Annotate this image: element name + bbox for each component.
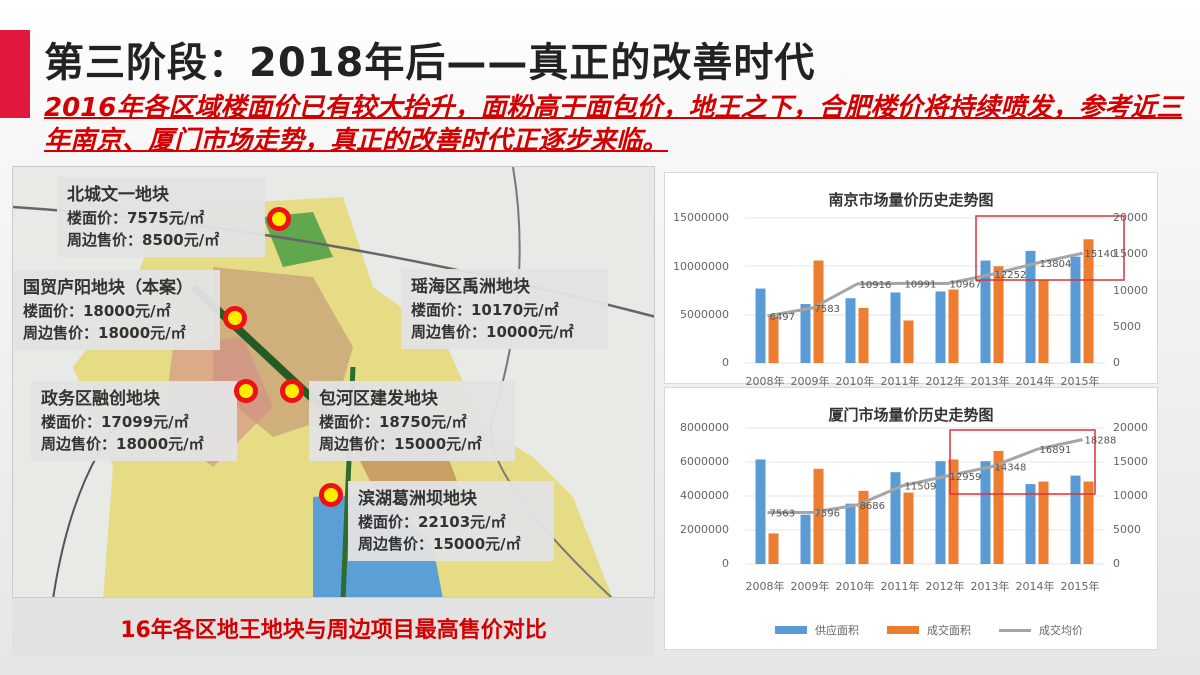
svg-text:6497: 6497 [770,312,795,323]
slide-subtitle: 2016年各区域楼面价已有较大抬升，面粉高于面包价，地王之下，合肥楼价将持续喷发… [44,93,1183,156]
svg-text:11509: 11509 [905,482,937,493]
bar-deal [948,289,959,363]
legend-swatch-avg-price [999,628,1031,632]
bar-deal [1038,279,1049,363]
bar-deal [768,533,779,564]
svg-text:16891: 16891 [1040,445,1072,456]
x-tick-label: 2008年 [745,375,785,388]
map-pin-guomao[interactable] [223,306,247,330]
bar-supply [755,288,766,363]
bar-deal [1038,481,1049,564]
bar-supply [845,503,856,564]
bar-supply [800,514,811,564]
legend-swatch-supply [775,626,807,634]
title-accent-bar [0,30,30,118]
legend-label-deal: 成交面积 [927,624,971,637]
x-tick-label: 2015年 [1060,580,1100,593]
plot-callout-beicheng: 北城文一地块 楼面价：7575元/㎡ 周边售价：8500元/㎡ [57,177,265,257]
bar-supply [935,291,946,363]
bar-supply [980,461,991,564]
map-caption-box: 16年各区地王地块与周边项目最高售价对比 [12,598,655,656]
x-tick-label: 2009年 [790,375,830,388]
svg-text:10916: 10916 [860,280,892,291]
nanjing-chart: 南京市场量价历史走势图 6497 7583 10916 10991 10967 12252… [664,172,1158,388]
legend-label-supply: 供应面积 [815,624,859,637]
x-tick-label: 2009年 [790,580,830,593]
bar-deal [858,307,869,363]
svg-text:10991: 10991 [905,279,937,290]
svg-text:7563: 7563 [770,509,795,520]
map-caption: 16年各区地王地块与周边项目最高售价对比 [120,618,547,643]
bar-supply [935,461,946,564]
x-tick-label: 2011年 [880,580,920,593]
plot-callout-guomao: 国贸庐阳地块（本案） 楼面价：18000元/㎡ 周边售价：18000元/㎡ [13,270,220,350]
plot-callout-baohe: 包河区建发地块 楼面价：18750元/㎡ 周边售价：15000元/㎡ [309,381,515,461]
plot-callout-binhu: 滨湖葛洲坝地块 楼面价：22103元/㎡ 周边售价：15000元/㎡ [348,481,554,561]
xiamen-chart: 厦门市场量价历史走势图 7563 7596 8686 11509 12959 14348 1… [664,387,1158,650]
bar-deal [948,459,959,564]
bar-deal [993,450,1004,564]
x-tick-label: 2010年 [835,580,875,593]
slide-title: 第三阶段：2018年后——真正的改善时代 [44,40,816,86]
xiamen-chart-title: 厦门市场量价历史走势图 [828,406,994,424]
legend-swatch-deal [887,626,919,634]
bar-deal [813,468,824,564]
bar-supply [1025,250,1036,363]
bar-deal [1083,481,1094,564]
x-tick-label: 2013年 [970,375,1010,388]
x-tick-label: 2011年 [880,375,920,388]
svg-text:10967: 10967 [950,279,982,290]
svg-text:14348: 14348 [995,462,1027,473]
x-tick-label: 2008年 [745,580,785,593]
map-pin-zhengwu[interactable] [234,379,258,403]
bar-supply [755,459,766,564]
svg-text:7583: 7583 [815,304,840,315]
bar-deal [858,490,869,564]
bar-supply [890,472,901,564]
nanjing-chart-title: 南京市场量价历史走势图 [828,191,994,209]
xiamen-legend: 供应面积 成交面积 成交均价 [775,622,1083,638]
svg-text:8686: 8686 [860,501,885,512]
bar-deal [1083,239,1094,363]
bar-deal [903,492,914,564]
bar-supply [1070,475,1081,564]
x-tick-label: 2013年 [970,580,1010,593]
svg-text:12252: 12252 [995,270,1027,281]
x-tick-label: 2015年 [1060,375,1100,388]
map-pin-baohe[interactable] [280,379,304,403]
svg-text:7596: 7596 [815,508,840,519]
map-pin-binhu[interactable] [319,483,343,507]
svg-text:18288: 18288 [1085,436,1117,447]
plot-callout-zhengwu: 政务区融创地块 楼面价：17099元/㎡ 周边售价：18000元/㎡ [31,381,237,461]
svg-text:13804: 13804 [1040,259,1072,270]
x-tick-label: 2014年 [1015,375,1055,388]
bar-supply [1070,256,1081,363]
bar-supply [800,304,811,363]
bar-supply [980,260,991,363]
xiamen-chart-plot: 7563 7596 8686 11509 12959 14348 16891 18288 [745,427,1117,565]
bar-deal [813,260,824,363]
bar-deal [903,320,914,363]
x-tick-label: 2012年 [925,375,965,388]
nanjing-chart-plot: 6497 7583 10916 10991 10967 12252 13804 15140 [745,215,1125,364]
bar-deal [993,266,1004,363]
x-tick-label: 2014年 [1015,580,1055,593]
hefei-planning-map: 北城文一地块 楼面价：7575元/㎡ 周边售价：8500元/㎡ 国贸庐阳地块（本… [12,166,655,598]
svg-text:15140: 15140 [1085,249,1117,260]
x-tick-label: 2010年 [835,375,875,388]
svg-text:12959: 12959 [950,472,982,483]
legend-label-avg-price: 成交均价 [1039,624,1083,637]
x-tick-label: 2012年 [925,580,965,593]
bar-supply [845,298,856,363]
bar-deal [768,316,779,363]
bar-supply [890,292,901,363]
bar-supply [1025,484,1036,564]
map-pin-beicheng[interactable] [267,207,291,231]
plot-callout-yaohai: 瑶海区禹洲地块 楼面价：10170元/㎡ 周边售价：10000元/㎡ [401,269,608,349]
